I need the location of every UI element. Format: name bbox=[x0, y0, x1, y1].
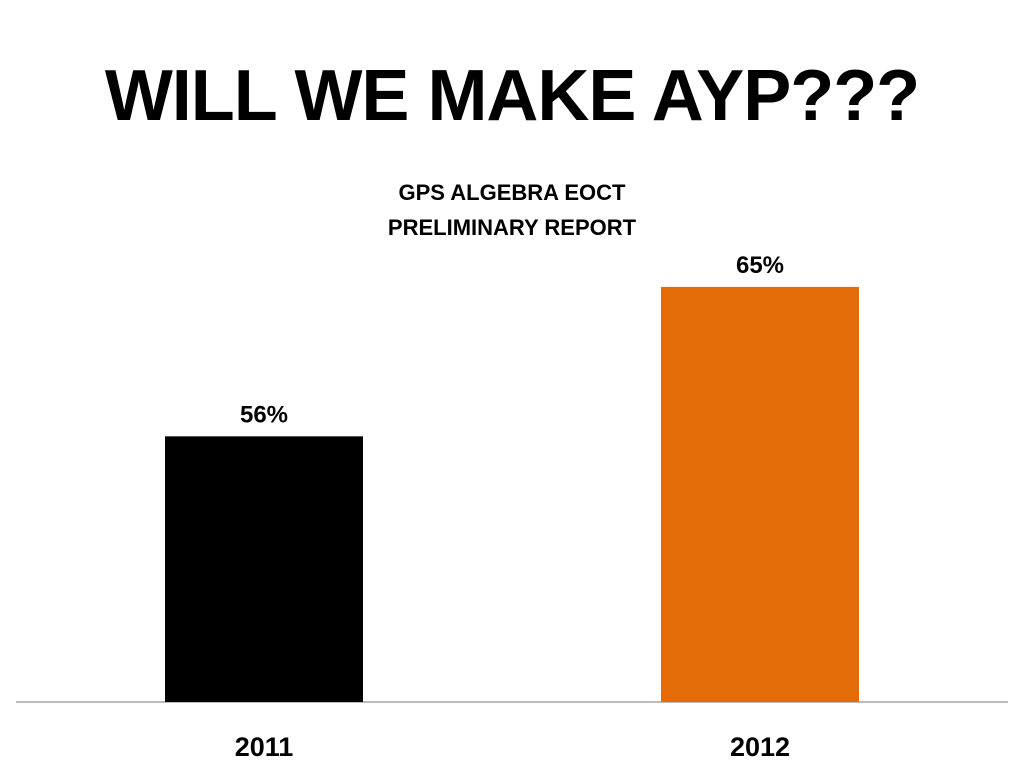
chart-title-line-1: GPS ALGEBRA EOCT bbox=[398, 180, 626, 205]
category-label-2011: 2011 bbox=[235, 732, 294, 762]
category-label-2012: 2012 bbox=[730, 732, 790, 762]
value-labels-group: 56% 65% bbox=[240, 252, 784, 428]
chart-title: GPS ALGEBRA EOCT PRELIMINARY REPORT bbox=[312, 175, 712, 245]
slide-title: WILL WE MAKE AYP??? bbox=[104, 56, 920, 136]
value-label-2012: 65% bbox=[736, 252, 784, 279]
chart-title-line-2: PRELIMINARY REPORT bbox=[387, 215, 637, 240]
category-labels-group: 2011 2012 bbox=[235, 732, 790, 762]
bar-2012 bbox=[661, 286, 859, 702]
value-label-2011: 56% bbox=[240, 401, 288, 428]
bars-group bbox=[165, 286, 859, 702]
bar-2011 bbox=[165, 436, 363, 702]
